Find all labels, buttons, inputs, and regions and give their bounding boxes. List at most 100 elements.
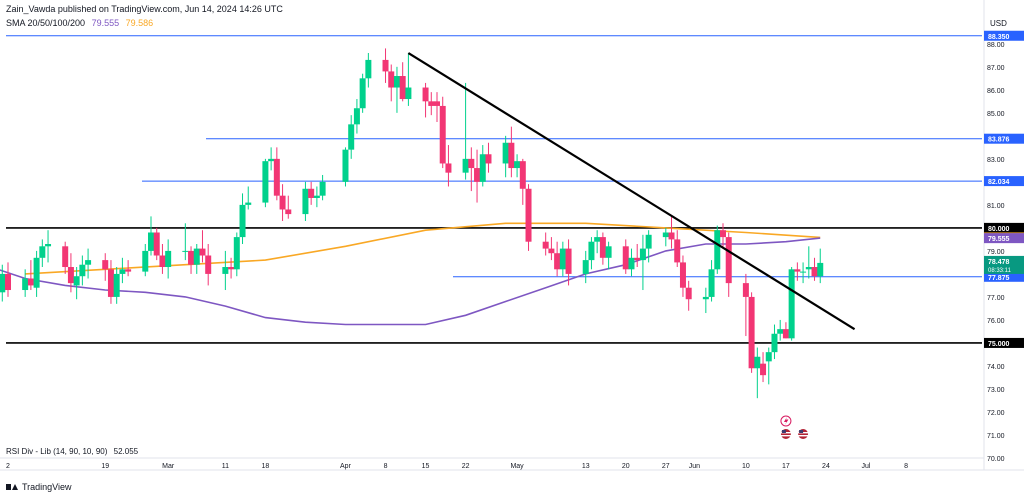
candle-body xyxy=(382,59,389,72)
candle-body xyxy=(313,195,320,198)
candle-body xyxy=(782,329,789,339)
candle-body xyxy=(27,278,34,286)
brand-name: TradingView xyxy=(22,482,72,492)
candle-body xyxy=(428,101,435,106)
candle-body xyxy=(268,158,275,162)
candle-body xyxy=(760,363,767,376)
level-price-tag xyxy=(984,133,1024,144)
level-price-tag xyxy=(984,222,1024,233)
price-tick-label: 79.00 xyxy=(987,249,1005,256)
rsi-legend-label: RSI Div - Lib (14, 90, 10, 90) xyxy=(6,447,108,456)
candle-body xyxy=(685,287,692,300)
flag-stripe xyxy=(780,435,791,437)
candle-body xyxy=(582,260,589,274)
candle-body xyxy=(365,59,372,79)
price-tick-label: 86.00 xyxy=(987,88,1005,95)
candle-body xyxy=(508,142,515,169)
candle-body xyxy=(62,246,69,268)
time-tick-label: 24 xyxy=(822,463,830,470)
price-tick-label: 73.00 xyxy=(987,387,1005,394)
time-axis: 2 19 Mar 11 18 Apr 8 15 22 May 13 20 27 Jun 10 17 24 Jul 8 xyxy=(0,457,1024,471)
candle-body xyxy=(0,273,6,293)
rsi-value: 52.055 xyxy=(113,447,139,456)
candle-body xyxy=(73,276,80,286)
candle-body xyxy=(22,278,29,291)
candle-body xyxy=(525,188,532,242)
candle-body xyxy=(33,257,40,288)
candle-body xyxy=(439,105,446,164)
sma-value-slow: 79.586 xyxy=(125,18,154,28)
lightning-glyph xyxy=(783,417,789,425)
rsi-legend[interactable]: RSI Div - Lib (14, 90, 10, 90) 52.055 xyxy=(6,447,138,456)
level-price-tag xyxy=(984,176,1024,187)
candle-body xyxy=(302,188,309,215)
candle-body xyxy=(742,283,749,297)
flag-canton xyxy=(799,430,804,433)
candle-body xyxy=(159,255,166,268)
tradingview-logo-icon xyxy=(6,483,18,491)
candle-body xyxy=(107,269,114,297)
sma-fast-line xyxy=(0,237,821,326)
candle-body xyxy=(142,250,149,272)
candle-body xyxy=(85,260,92,265)
candle-body xyxy=(554,253,561,270)
candle-body xyxy=(188,250,195,265)
candle-body xyxy=(273,158,280,196)
candle-body xyxy=(182,250,189,252)
candle-body xyxy=(714,230,721,270)
candle-body xyxy=(674,239,681,263)
price-tick-label: 88.00 xyxy=(987,42,1005,49)
candle-body xyxy=(645,234,652,249)
level-price-label: 88.350 xyxy=(988,34,1010,41)
candle-body xyxy=(754,356,761,369)
sma-legend-label: SMA 20/50/100/200 xyxy=(6,18,86,28)
time-tick-label: 19 xyxy=(101,463,109,470)
time-tick-label: Mar xyxy=(162,463,175,470)
candle-body xyxy=(445,163,452,173)
candle-body xyxy=(599,237,606,258)
price-tick-label: 77.00 xyxy=(987,295,1005,302)
time-tick-label: 17 xyxy=(782,463,790,470)
candle-body xyxy=(388,71,395,88)
candle-body xyxy=(279,195,286,210)
time-tick-label: 18 xyxy=(262,463,270,470)
time-tick-label: 20 xyxy=(622,463,630,470)
time-tick-label: 13 xyxy=(582,463,590,470)
candle-body xyxy=(113,273,120,297)
candle-body xyxy=(319,181,326,196)
candle-body xyxy=(342,149,349,182)
candle-body xyxy=(559,248,566,270)
level-price-label: 80.000 xyxy=(988,226,1010,233)
candle-body xyxy=(788,269,795,339)
tradingview-branding[interactable]: TradingView xyxy=(6,482,72,492)
candle-body xyxy=(348,124,355,150)
candle-body xyxy=(399,76,406,100)
live-price-tag xyxy=(984,233,1024,244)
time-tick-label: 27 xyxy=(662,463,670,470)
candle-body xyxy=(605,246,612,258)
candle-body xyxy=(588,241,595,261)
price-tick-label: 85.00 xyxy=(987,111,1005,118)
time-tick-label: Jun xyxy=(689,463,700,470)
candle-body xyxy=(514,161,521,169)
candle-body xyxy=(193,248,200,265)
time-tick-label: 8 xyxy=(384,463,388,470)
candle-body xyxy=(817,262,824,277)
candle-body xyxy=(474,168,481,182)
candle-body xyxy=(285,209,292,215)
candle-body xyxy=(725,237,732,284)
candle-body xyxy=(153,232,160,256)
candle-body xyxy=(67,267,74,284)
candle-body xyxy=(125,269,132,272)
time-tick-label: 8 xyxy=(904,463,908,470)
candle-body xyxy=(765,352,772,362)
candle-body xyxy=(662,232,669,238)
candle-body xyxy=(542,241,549,249)
sma-legend[interactable]: SMA 20/50/100/200 79.555 79.586 xyxy=(6,18,153,28)
horizontal-levels xyxy=(6,35,982,344)
candle-body xyxy=(628,257,635,270)
candle-body xyxy=(639,248,646,261)
candle-body xyxy=(434,101,440,106)
candle-body xyxy=(468,158,475,169)
